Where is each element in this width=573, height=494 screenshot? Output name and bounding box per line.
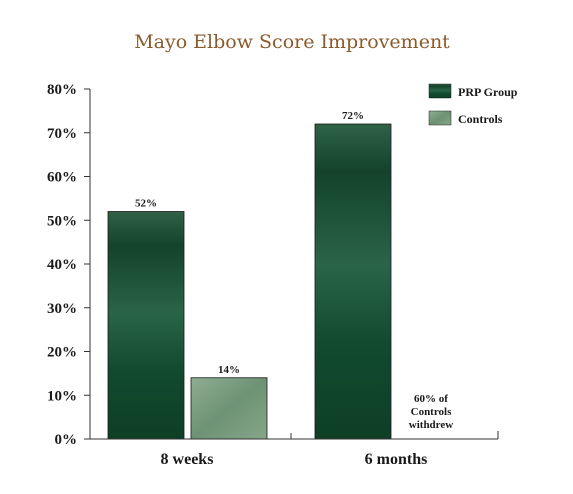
y-tick-label: 20% (47, 345, 77, 361)
chart-title: Mayo Elbow Score Improvement (134, 31, 450, 53)
category-label: 6 months (365, 451, 428, 468)
category-label: 8 weeks (161, 451, 214, 468)
y-tick-label: 80% (47, 82, 77, 98)
bar-prp-8-weeks (107, 211, 185, 440)
legend: PRP Group Controls (428, 83, 518, 126)
bar-prp-6-months (314, 123, 392, 440)
data-label: 52% (135, 198, 157, 210)
withdrawn-note-line-1: 60% of (414, 393, 448, 405)
y-tick-label: 40% (47, 257, 77, 273)
legend-label-controls: Controls (458, 112, 503, 126)
y-tick-label: 50% (47, 213, 77, 229)
y-tick-label: 0% (55, 432, 78, 448)
y-axis-ticks: 0% 10% 20% 30% 40% 50% 60% 70% 80% (47, 82, 90, 448)
withdrawn-note: 60% of Controls withdrew (409, 393, 453, 431)
category-labels: 8 weeks 6 months (161, 451, 428, 468)
legend-swatch-prp (428, 83, 452, 99)
y-tick-label: 10% (47, 388, 77, 404)
y-tick-label: 70% (47, 126, 77, 142)
bar-controls-8-weeks (190, 377, 268, 440)
bars (107, 123, 392, 440)
y-tick-label: 30% (47, 301, 77, 317)
data-label: 14% (218, 364, 240, 376)
data-labels: 52% 14% 72% (135, 110, 364, 376)
legend-swatch-controls (428, 110, 452, 126)
withdrawn-note-line-3: withdrew (409, 419, 453, 431)
y-tick-label: 60% (47, 170, 77, 186)
legend-label-prp: PRP Group (458, 85, 518, 99)
data-label: 72% (342, 110, 364, 122)
withdrawn-note-line-2: Controls (411, 406, 452, 418)
